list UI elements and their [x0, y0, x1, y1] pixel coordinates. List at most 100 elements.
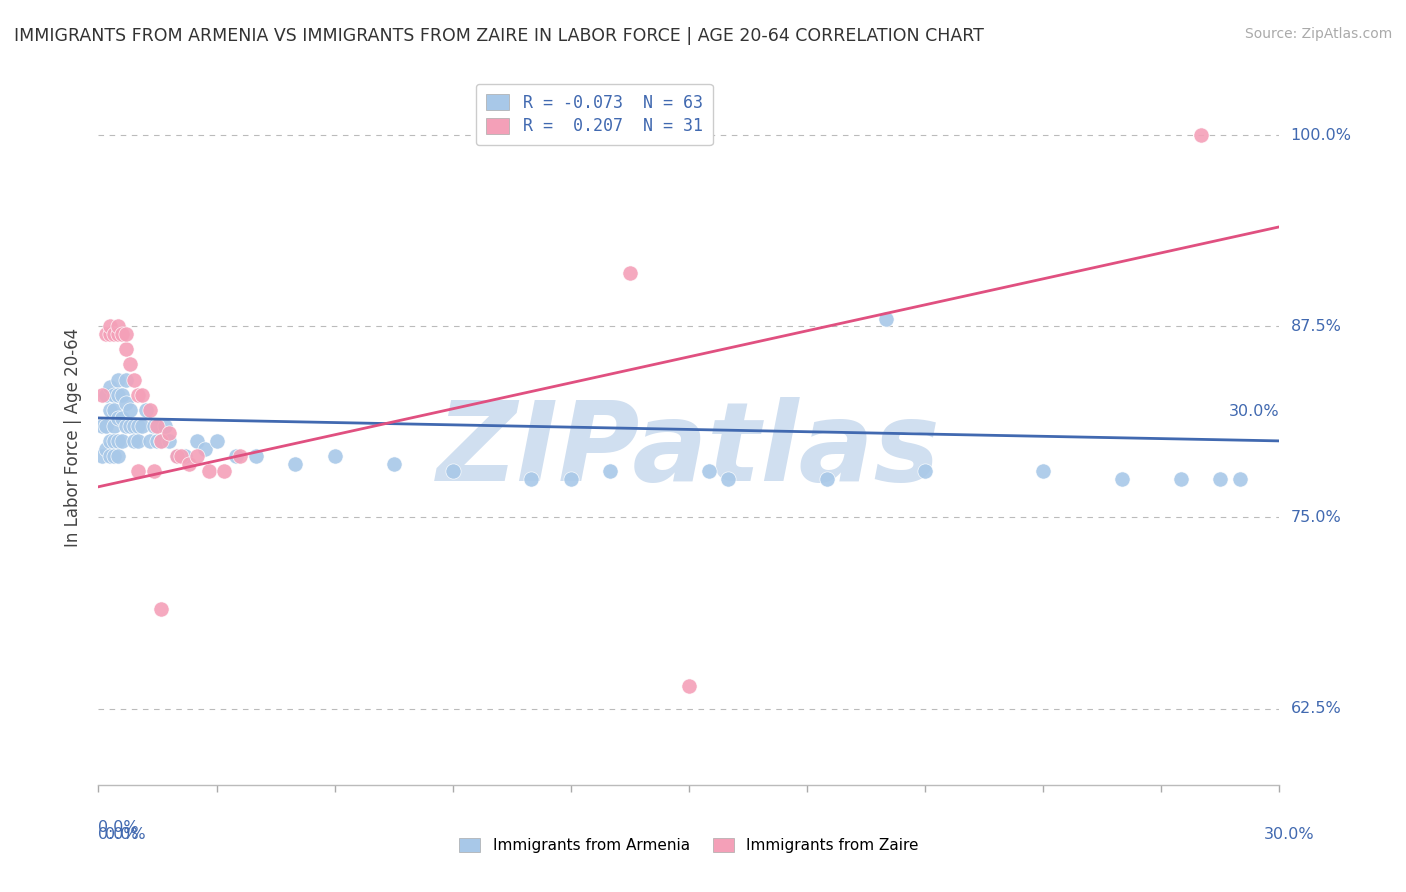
Point — [103, 449, 125, 463]
Point — [135, 403, 157, 417]
Point — [142, 465, 165, 479]
Point — [131, 418, 153, 433]
Point — [115, 418, 138, 433]
Point — [599, 465, 621, 479]
Point — [157, 426, 180, 441]
Point — [107, 434, 129, 448]
Point — [717, 472, 740, 486]
Text: 0.0%: 0.0% — [98, 827, 139, 842]
Point — [146, 434, 169, 448]
Point — [157, 434, 180, 448]
Point — [382, 457, 405, 471]
Point — [155, 418, 177, 433]
Point — [107, 373, 129, 387]
Point — [560, 472, 582, 486]
Point — [194, 442, 217, 456]
Point — [96, 418, 118, 433]
Point — [142, 418, 165, 433]
Point — [115, 326, 138, 341]
Point — [875, 311, 897, 326]
Point — [150, 602, 173, 616]
Point — [520, 472, 543, 486]
Point — [1229, 472, 1251, 486]
Point — [96, 326, 118, 341]
Point — [96, 388, 118, 402]
Point — [138, 434, 160, 448]
Point — [127, 434, 149, 448]
Point — [127, 418, 149, 433]
Point — [96, 442, 118, 456]
Point — [1111, 472, 1133, 486]
Point — [91, 418, 114, 433]
Point — [914, 465, 936, 479]
Point — [111, 434, 134, 448]
Point — [115, 373, 138, 387]
Point — [103, 434, 125, 448]
Point — [1209, 472, 1232, 486]
Point — [170, 449, 193, 463]
Point — [150, 434, 173, 448]
Point — [107, 326, 129, 341]
Point — [122, 434, 145, 448]
Point — [284, 457, 307, 471]
Point — [619, 266, 641, 280]
Point — [186, 449, 208, 463]
Point — [197, 465, 219, 479]
Point — [103, 326, 125, 341]
Legend: Immigrants from Armenia, Immigrants from Zaire: Immigrants from Armenia, Immigrants from… — [451, 830, 927, 861]
Point — [98, 403, 121, 417]
Point — [815, 472, 838, 486]
Point — [205, 434, 228, 448]
Text: 0.0%: 0.0% — [98, 820, 139, 835]
Y-axis label: In Labor Force | Age 20-64: In Labor Force | Age 20-64 — [65, 327, 83, 547]
Point — [127, 465, 149, 479]
Point — [225, 449, 247, 463]
Point — [1032, 465, 1054, 479]
Point — [107, 449, 129, 463]
Point — [174, 449, 197, 463]
Point — [186, 434, 208, 448]
Point — [131, 388, 153, 402]
Point — [697, 465, 720, 479]
Point — [138, 403, 160, 417]
Point — [103, 418, 125, 433]
Text: 87.5%: 87.5% — [1291, 318, 1341, 334]
Text: 30.0%: 30.0% — [1264, 827, 1315, 841]
Point — [323, 449, 346, 463]
Text: ZIPatlas: ZIPatlas — [437, 398, 941, 505]
Point — [229, 449, 252, 463]
Text: 0.0%: 0.0% — [105, 827, 146, 841]
Text: Source: ZipAtlas.com: Source: ZipAtlas.com — [1244, 27, 1392, 41]
Point — [98, 319, 121, 334]
Point — [214, 465, 236, 479]
Point — [111, 411, 134, 425]
Text: 100.0%: 100.0% — [1291, 128, 1351, 143]
Point — [118, 358, 141, 372]
Point — [127, 388, 149, 402]
Point — [245, 449, 267, 463]
Point — [98, 449, 121, 463]
Point — [107, 411, 129, 425]
Point — [111, 388, 134, 402]
Text: 75.0%: 75.0% — [1291, 510, 1341, 524]
Point — [1189, 128, 1212, 142]
Point — [166, 449, 188, 463]
Point — [91, 449, 114, 463]
Text: 30.0%: 30.0% — [1229, 404, 1279, 419]
Point — [1170, 472, 1192, 486]
Point — [115, 395, 138, 409]
Point — [166, 449, 188, 463]
Point — [103, 388, 125, 402]
Point — [441, 465, 464, 479]
Point — [107, 319, 129, 334]
Point — [122, 373, 145, 387]
Point — [678, 679, 700, 693]
Point — [150, 434, 173, 448]
Point — [146, 418, 169, 433]
Text: IMMIGRANTS FROM ARMENIA VS IMMIGRANTS FROM ZAIRE IN LABOR FORCE | AGE 20-64 CORR: IMMIGRANTS FROM ARMENIA VS IMMIGRANTS FR… — [14, 27, 984, 45]
Point — [177, 457, 200, 471]
Point — [103, 403, 125, 417]
Point — [115, 342, 138, 356]
Point — [118, 418, 141, 433]
Point — [91, 388, 114, 402]
